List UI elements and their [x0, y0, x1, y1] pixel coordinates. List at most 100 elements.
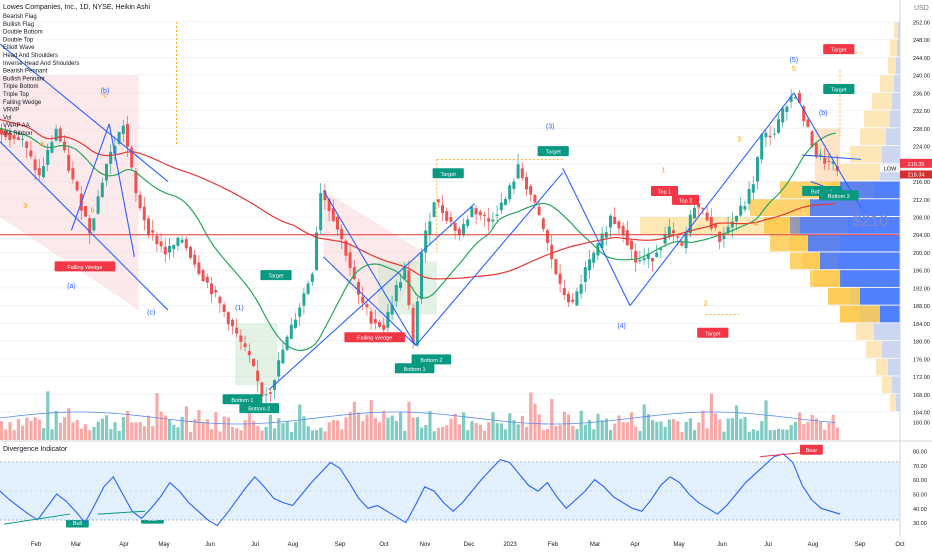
volume-bar	[218, 431, 222, 440]
ma-green-line	[0, 127, 836, 351]
candle-body	[772, 133, 776, 135]
volume-bar	[722, 431, 726, 440]
candle-body	[621, 225, 625, 236]
candle-body	[121, 125, 125, 134]
price-tick: 168.00	[913, 393, 930, 399]
vp-row-buy	[894, 75, 900, 92]
price-tick: 212.00	[913, 198, 930, 204]
bottom1-tag-1: Bottom 1	[231, 398, 253, 404]
candle-body	[407, 270, 411, 306]
bull-label-1: Bull	[73, 521, 82, 527]
volume-bar	[726, 418, 730, 440]
candle-body	[516, 164, 520, 179]
divergence-tick: 40.00	[913, 507, 927, 513]
candle-body	[37, 168, 41, 176]
candle-body	[504, 199, 507, 205]
candle-body	[781, 108, 785, 123]
volume-bar	[751, 429, 755, 440]
volume-bar	[369, 400, 373, 440]
price-tick: 200.00	[913, 251, 930, 257]
time-axis: Feb Mar Apr May Jun Jul Aug Sep Oct Nov Dec 2023 Feb…	[31, 542, 905, 548]
volume-bar	[512, 420, 516, 440]
candle-body	[613, 217, 617, 225]
candle-body	[218, 296, 222, 304]
price-tick: 188.00	[913, 304, 930, 310]
volume-bar	[25, 417, 29, 440]
candle-body	[369, 311, 373, 324]
volume-bar	[474, 423, 478, 440]
volume-bar	[693, 430, 697, 440]
candle-body	[394, 284, 398, 302]
vp-row-buy	[898, 22, 900, 39]
candle-body	[642, 258, 646, 261]
vp-row-sell	[770, 234, 808, 252]
candle-body	[147, 218, 150, 236]
volume-bar	[344, 417, 348, 440]
top2-tag-bg	[672, 194, 699, 205]
candle-body	[264, 394, 268, 396]
volume-bar	[399, 412, 403, 440]
volume-bar	[747, 431, 751, 440]
volume-bar	[810, 414, 814, 440]
candle-body	[785, 106, 789, 113]
candle-body	[638, 259, 642, 262]
volume-bar	[8, 422, 12, 440]
volume-bar	[529, 392, 533, 440]
wave-label: (c)	[147, 310, 155, 317]
vp-row-buy	[886, 128, 900, 146]
volume-ma	[0, 411, 836, 425]
volume-bar	[793, 421, 797, 440]
volume-bar	[831, 414, 835, 440]
volume-bar	[336, 420, 340, 440]
price-tick: 204.00	[913, 233, 930, 239]
candle-body	[537, 206, 541, 216]
bottom2-tag-2: Bottom 2	[420, 358, 442, 364]
candle-body	[449, 217, 453, 222]
volume-bar	[558, 424, 562, 440]
vp-row-sell	[810, 270, 840, 287]
volume-bar	[646, 414, 650, 440]
volume-bar	[214, 412, 218, 440]
candle-body	[226, 312, 230, 325]
volume-bar	[121, 417, 125, 440]
vp-row-sell	[840, 305, 880, 323]
time-tick: Jun	[205, 542, 215, 548]
volume-bar	[680, 431, 684, 440]
volume-bar	[231, 426, 235, 440]
candle-body	[814, 143, 818, 157]
time-tick: Oct	[379, 542, 389, 548]
wedge-leg	[108, 123, 135, 257]
candle-body	[235, 327, 239, 334]
indicator-legend[interactable]: Bearish Flag Bullish Flag Double BottomDou…	[3, 14, 79, 137]
last-price-bg	[900, 158, 932, 168]
volume-bar	[16, 419, 20, 440]
trend-line	[810, 181, 824, 187]
candle-body	[487, 218, 491, 222]
second-price-bg	[900, 170, 932, 179]
candle-body	[764, 132, 768, 138]
trend-line	[802, 154, 862, 160]
divergence-tick: 50.00	[913, 493, 927, 499]
volume-bar	[361, 421, 365, 440]
second-price: 218.34	[908, 172, 925, 178]
indicator-legend-item: Head And Shoulders	[3, 53, 58, 59]
wave-label: 1	[662, 168, 666, 175]
vp-row-buy-main	[820, 252, 900, 270]
candle-body	[617, 221, 621, 229]
bottom2-tag-2-bg	[411, 354, 452, 365]
volume-bar	[823, 429, 827, 440]
volume-bar	[604, 418, 608, 440]
candle-body	[306, 283, 310, 294]
candle-body	[798, 92, 801, 103]
volume-bar	[819, 421, 823, 440]
volume-bar	[260, 430, 264, 440]
volume-bar	[508, 413, 512, 440]
volume-bar	[462, 412, 466, 440]
volume-bar	[835, 427, 839, 440]
divergence-tick: 80.00	[913, 450, 927, 456]
volume-bar	[814, 418, 818, 440]
candle-body	[33, 159, 37, 171]
indicator-legend-item: Inverse Head And Shoulders	[3, 61, 79, 67]
candle-body	[579, 284, 583, 294]
